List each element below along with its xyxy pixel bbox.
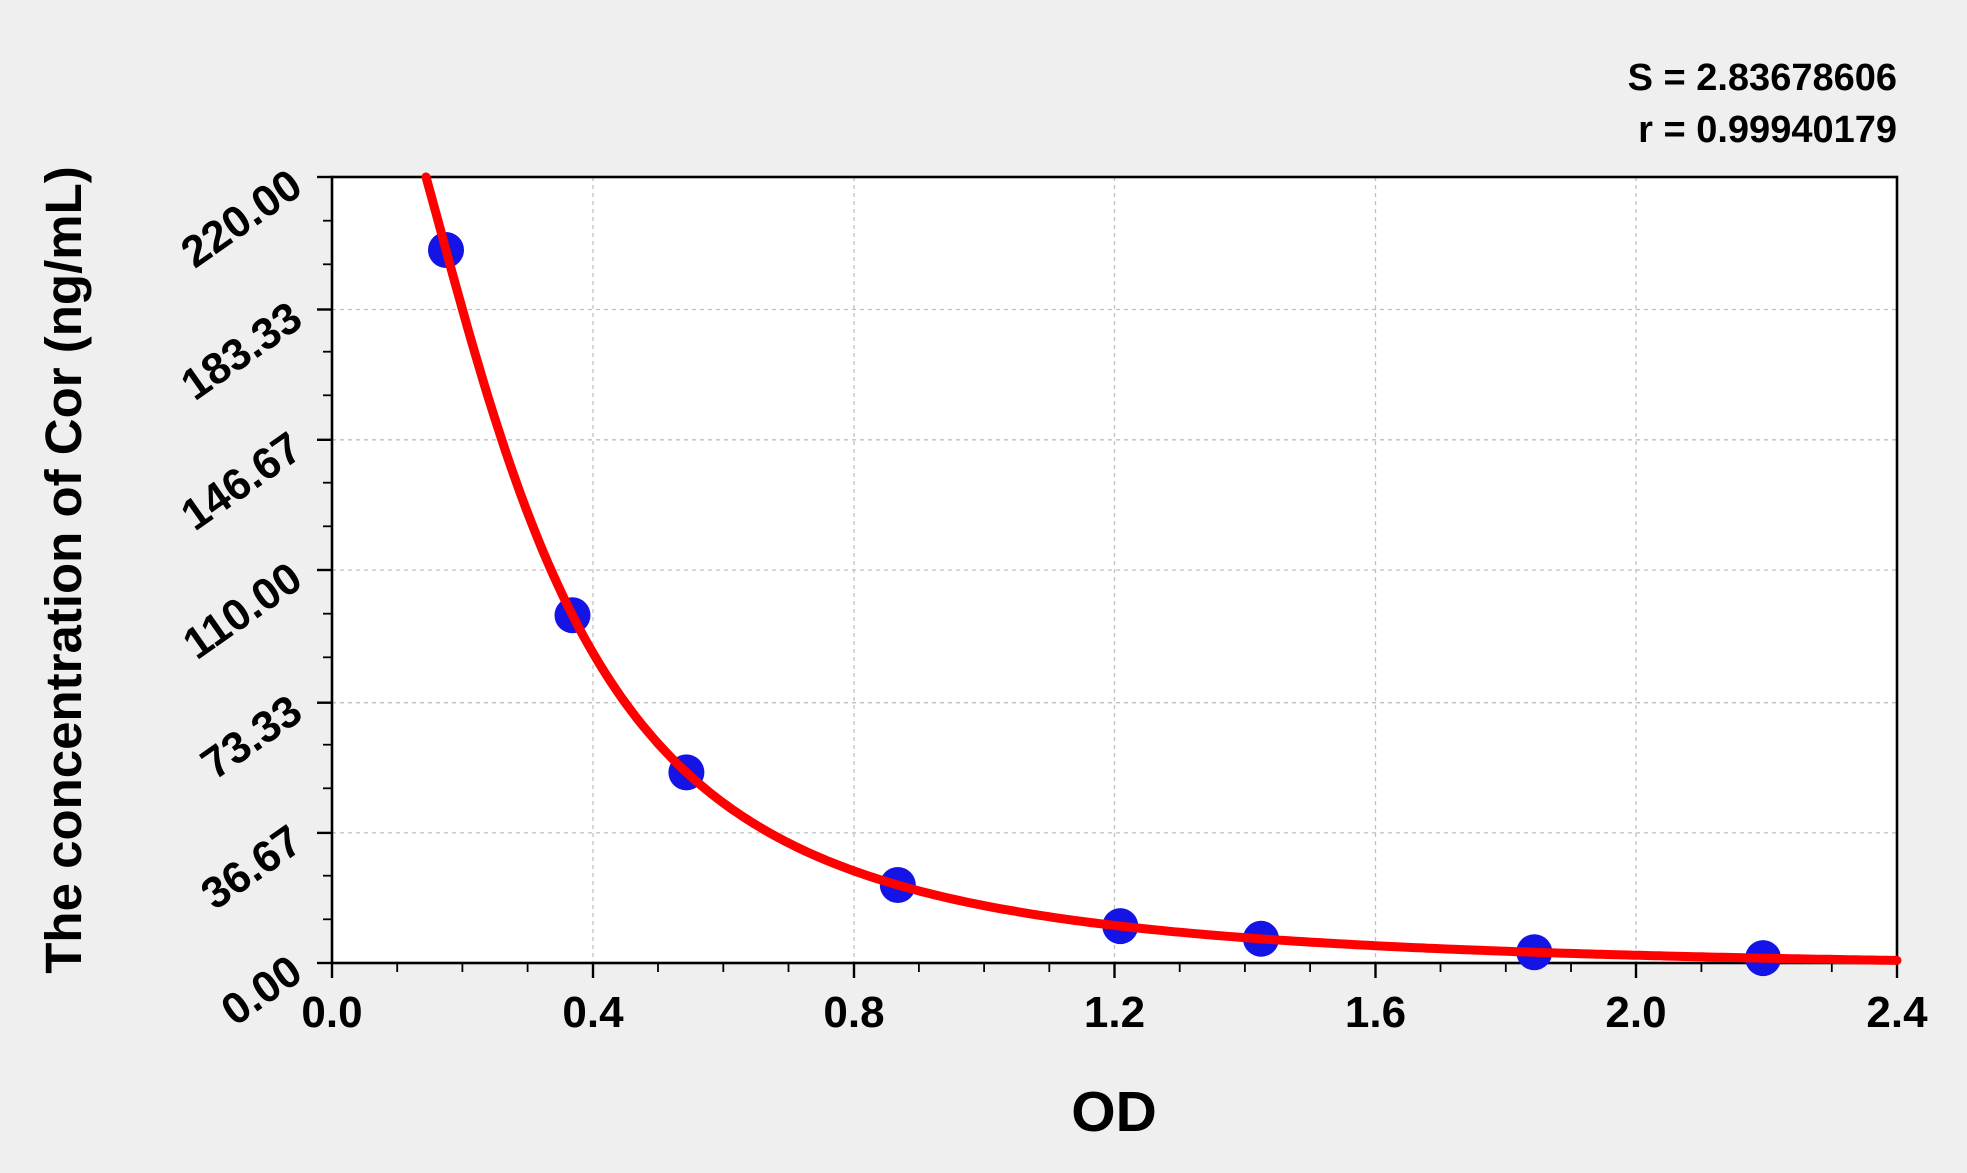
svg-text:2.0: 2.0 (1605, 988, 1666, 1037)
svg-text:The concentration of Cor (ng/m: The concentration of Cor (ng/mL) (35, 166, 92, 973)
svg-text:OD: OD (1071, 1080, 1157, 1144)
svg-text:S = 2.83678606: S = 2.83678606 (1628, 57, 1897, 99)
svg-text:r = 0.99940179: r = 0.99940179 (1638, 109, 1897, 151)
svg-text:0.4: 0.4 (562, 988, 624, 1037)
svg-text:2.4: 2.4 (1866, 988, 1928, 1037)
svg-text:0.0: 0.0 (301, 988, 362, 1037)
svg-text:0.8: 0.8 (823, 988, 884, 1037)
svg-text:1.6: 1.6 (1345, 988, 1406, 1037)
svg-text:1.2: 1.2 (1084, 988, 1145, 1037)
